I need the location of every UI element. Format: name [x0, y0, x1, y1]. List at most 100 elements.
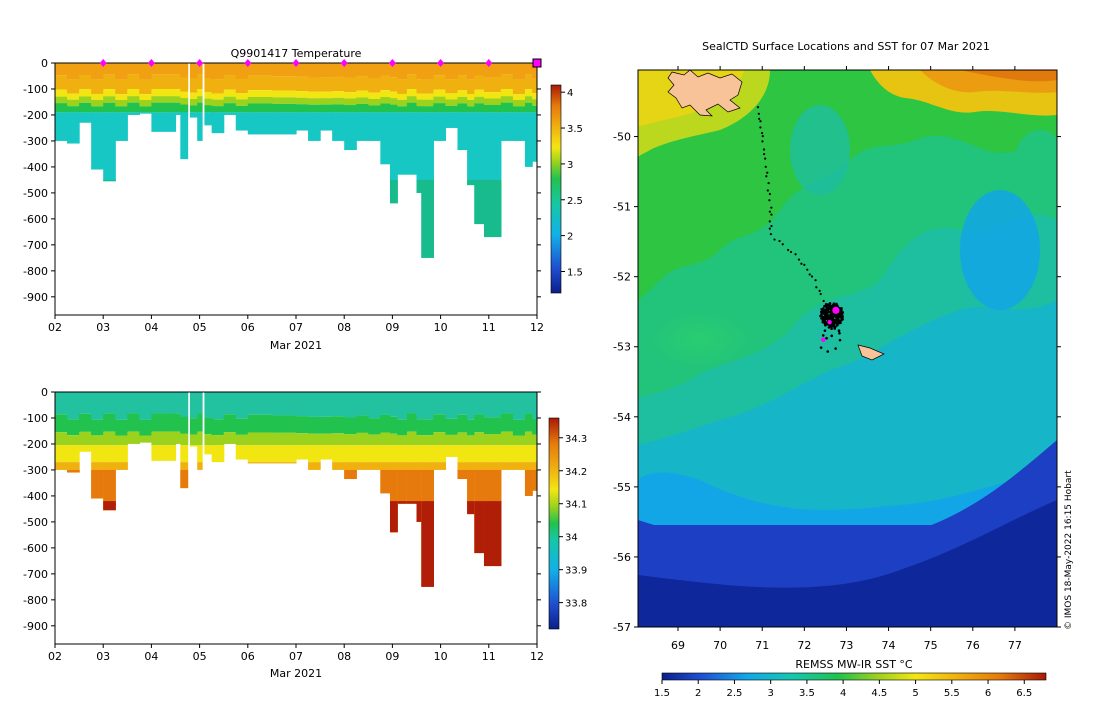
profile-layer — [223, 103, 237, 113]
profile-column — [151, 392, 177, 461]
profile-layer — [356, 445, 369, 463]
day-marker — [292, 59, 300, 67]
profile-layer — [332, 462, 345, 470]
profile-column — [271, 63, 297, 135]
profile-layer — [204, 92, 215, 99]
profile-layer — [344, 98, 357, 106]
profile-column — [55, 392, 68, 470]
cluster-point — [826, 350, 830, 353]
profile-layer — [344, 105, 357, 113]
profile-layer — [308, 98, 321, 105]
profile-layer — [103, 445, 116, 463]
profile-column — [433, 392, 447, 470]
profile-layer — [247, 96, 273, 104]
track-point — [781, 243, 784, 246]
profile-layer — [103, 431, 116, 446]
profile-layer — [247, 414, 273, 433]
profile-layer — [524, 392, 533, 414]
profile-column — [91, 63, 104, 170]
profile-layer — [483, 92, 502, 99]
profile-layer — [211, 112, 225, 134]
profile-layer — [189, 418, 198, 435]
profile-layer — [139, 106, 152, 113]
profile-layer — [406, 112, 418, 175]
profile-layer — [79, 96, 92, 103]
profile-layer — [416, 106, 422, 113]
profile-layer — [139, 392, 152, 420]
profile-column — [127, 392, 140, 444]
profile-layer — [512, 112, 526, 141]
profile-column — [416, 63, 422, 193]
track-point — [756, 106, 760, 109]
lat-tick-label: -52 — [613, 271, 631, 284]
profile-layer — [467, 419, 475, 436]
profile-layer — [483, 77, 502, 93]
profile-column — [320, 392, 333, 460]
profile-layer — [139, 419, 152, 436]
profile-column — [380, 392, 391, 494]
profile-column — [524, 392, 533, 496]
profile-layer — [397, 93, 408, 100]
profile-layer — [344, 92, 357, 99]
profile-layer — [189, 445, 198, 447]
profile-layer — [512, 445, 526, 463]
x-tick-label: 07 — [289, 650, 303, 663]
sst-colorbar-tick-label: 5.5 — [944, 688, 960, 699]
profile-layer — [421, 392, 434, 420]
temperature-y-axis: 0 -100 -200 -300 -400 -500 -600 -700 -800 -900 — [23, 57, 541, 304]
profile-layer — [235, 93, 249, 100]
profile-layer — [115, 112, 128, 141]
profile-layer — [368, 445, 381, 463]
profile-layer — [79, 392, 92, 414]
profile-layer — [445, 112, 459, 128]
profile-layer — [397, 501, 408, 504]
profile-layer — [397, 99, 408, 107]
profile-layer — [445, 434, 459, 446]
profile-layer — [197, 96, 203, 103]
profile-column — [139, 63, 152, 114]
profile-layer — [180, 91, 189, 99]
profile-layer — [308, 462, 321, 470]
profile-layer — [296, 112, 309, 131]
profile-column — [474, 63, 485, 225]
track-point — [770, 224, 773, 228]
salinity-x-axis: 02 03 04 05 06 07 08 09 10 11 12 — [48, 644, 544, 663]
colorbar-tick-label: 3.5 — [567, 124, 583, 135]
profile-column — [445, 63, 459, 128]
profile-layer — [115, 419, 128, 436]
profile-layer — [308, 392, 321, 417]
lon-tick-label: 74 — [882, 639, 896, 652]
profile-column — [180, 392, 189, 489]
profile-column — [296, 63, 309, 131]
colorbar-tick-label: 3 — [567, 160, 573, 171]
profile-column — [483, 392, 502, 567]
y-tick-label: -500 — [23, 187, 48, 200]
profile-layer — [524, 469, 533, 496]
profile-layer — [483, 179, 502, 238]
profile-layer — [406, 89, 418, 97]
profile-layer — [211, 99, 225, 107]
profile-layer — [115, 392, 128, 420]
profile-column — [445, 392, 459, 457]
sst-hottest-patch-northeast — [960, 70, 1057, 82]
profile-layer — [197, 63, 203, 75]
profile-layer — [457, 75, 468, 91]
profile-column — [433, 63, 447, 141]
profile-layer — [397, 392, 408, 420]
profile-column — [397, 63, 408, 175]
profile-layer — [91, 93, 104, 100]
track-point — [761, 135, 764, 138]
profile-layer — [433, 75, 447, 90]
profile-layer — [211, 63, 225, 80]
profile-layer — [271, 432, 297, 446]
profile-layer — [271, 63, 297, 77]
profile-layer — [189, 392, 198, 419]
profile-column — [500, 63, 514, 141]
profile-layer — [474, 414, 485, 433]
profile-layer — [421, 419, 434, 436]
track-point — [803, 263, 806, 266]
profile-layer — [433, 103, 447, 113]
profile-layer — [421, 63, 434, 80]
profile-layer — [416, 63, 422, 80]
profile-column — [406, 63, 418, 175]
